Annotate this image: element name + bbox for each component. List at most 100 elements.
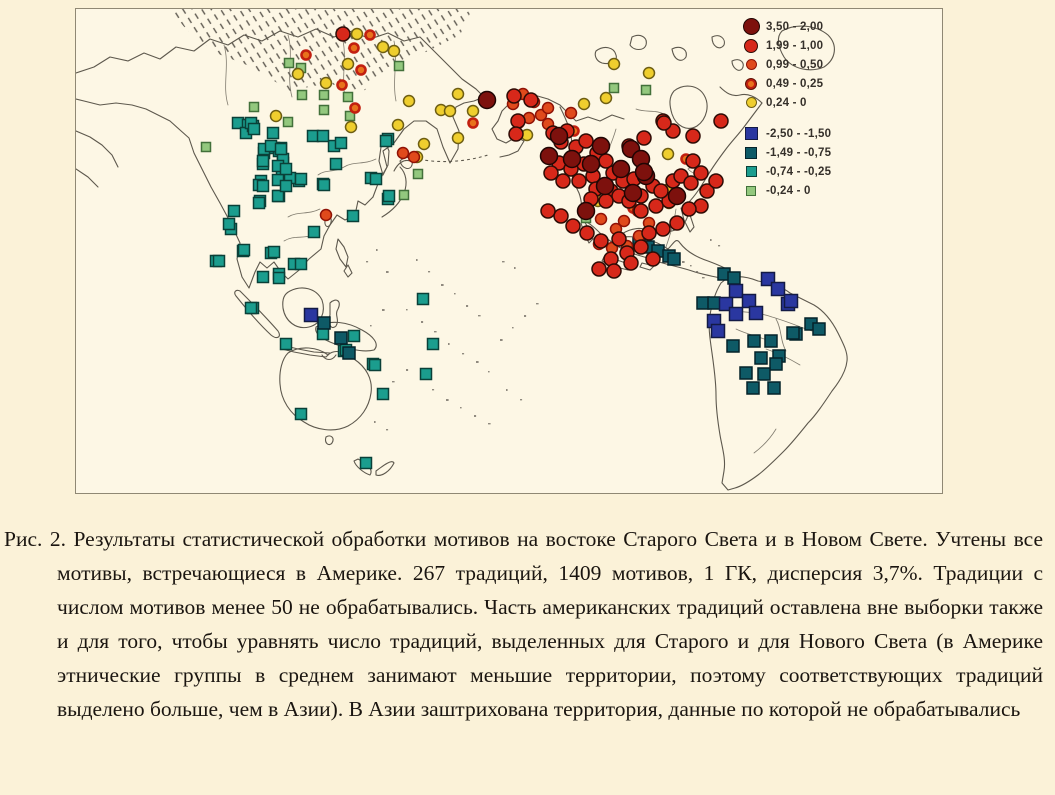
map-point-c5 (269, 109, 283, 123)
legend-row-s4: -0,24 - 0 (736, 181, 831, 200)
map-point-c5 (466, 104, 480, 118)
map-point-c2 (579, 225, 595, 241)
island-speck (370, 325, 372, 327)
legend-label: 0,99 - 0,50 (766, 58, 824, 71)
island-speck (421, 321, 424, 323)
island-speck (462, 353, 465, 355)
map-point-s3 (256, 154, 270, 168)
map-point-c2 (648, 198, 664, 214)
map-point-s3 (222, 217, 236, 231)
island-speck (682, 261, 685, 263)
map-point-s2 (786, 326, 800, 340)
map-point-s1 (728, 306, 744, 322)
map-point-s3 (382, 189, 396, 203)
map-point-c2 (510, 113, 526, 129)
map-point-c2 (681, 201, 697, 217)
legend-row-c5: 0,24 - 0 (736, 93, 831, 112)
map-point-c2 (565, 218, 581, 234)
island-speck (514, 267, 516, 269)
map-point-s2 (769, 357, 783, 371)
map-point-s3 (416, 292, 430, 306)
map-point-c2 (591, 261, 607, 277)
map-point-s1 (783, 293, 799, 309)
map-point-c2 (693, 165, 709, 181)
legend-row-c2: 1,99 - 1,00 (736, 36, 831, 55)
map-point-s2 (767, 381, 781, 395)
legend-circle-swatch-c3 (736, 59, 766, 70)
map-point-c1 (477, 90, 497, 110)
map-point-c2 (713, 113, 729, 129)
map-point-c4 (364, 29, 376, 41)
island-speck (448, 343, 450, 345)
map-point-c5 (607, 57, 621, 71)
map-point-s3 (316, 327, 330, 341)
map-point-s4 (398, 189, 410, 201)
legend-circle-swatch-c2 (736, 38, 766, 53)
map-point-c2 (571, 173, 587, 189)
figure-caption: Рис. 2. Результаты статистической обрабо… (0, 522, 1047, 726)
map-point-c2 (611, 231, 627, 247)
map-point-c1 (623, 183, 643, 203)
map-point-s2 (667, 252, 681, 266)
map-point-s3 (252, 196, 266, 210)
map-point-c5 (577, 97, 591, 111)
map-point-c2 (553, 208, 569, 224)
map-point-s2 (707, 296, 721, 310)
map-point-s3 (379, 134, 393, 148)
map-point-s1 (748, 305, 764, 321)
legend-circle-swatch-c1 (736, 18, 766, 35)
island-speck (382, 309, 385, 311)
island-speck (392, 381, 395, 383)
figure-caption-label: Рис. 2. (4, 526, 66, 551)
legend-row-s1: -2,50 - -1,50 (736, 124, 831, 143)
map-point-c3 (396, 146, 410, 160)
map-point-c5 (443, 104, 457, 118)
legend-row-c3: 0,99 - 0,50 (736, 55, 831, 74)
map-point-s3 (346, 209, 360, 223)
map-point-c5 (341, 57, 355, 71)
map-point-s2 (696, 296, 710, 310)
map-point-c4 (355, 64, 367, 76)
legend-square-swatch-s2 (736, 146, 766, 159)
map-point-c4 (348, 42, 360, 54)
map-panel: 3,50 - 2,00 1,99 - 1,00 0,99 - 0,50 0,49 - … (75, 8, 943, 494)
island-speck (406, 309, 408, 311)
map-point-c2 (523, 92, 539, 108)
map-point-c1 (562, 149, 582, 169)
map-point-c2 (685, 153, 701, 169)
map-point-s3 (359, 456, 373, 470)
map-point-s1 (303, 307, 319, 323)
legend-label: 3,50 - 2,00 (766, 20, 824, 33)
map-point-c5 (642, 66, 656, 80)
map-point-c2 (633, 239, 649, 255)
island-speck (434, 331, 437, 333)
map-point-s2 (764, 334, 778, 348)
map-point-c2 (598, 193, 614, 209)
island-speck (502, 261, 505, 263)
map-point-s3 (272, 271, 286, 285)
map-point-c2 (683, 175, 699, 191)
island-speck (466, 305, 469, 307)
island-speck (524, 315, 527, 317)
map-point-c5 (599, 91, 613, 105)
map-point-s3 (279, 179, 293, 193)
map-point-c1 (539, 146, 559, 166)
map-point-c2 (633, 203, 649, 219)
map-point-c2 (653, 183, 669, 199)
legend-label: 1,99 - 1,00 (766, 39, 824, 52)
map-point-c2 (655, 221, 671, 237)
map-point-c3 (319, 208, 333, 222)
island-speck (710, 239, 712, 241)
legend-label: 0,49 - 0,25 (766, 77, 824, 90)
map-point-s2 (754, 351, 768, 365)
island-speck (718, 245, 721, 247)
hatched-region (168, 9, 472, 93)
map-point-c3 (564, 106, 578, 120)
map-point-s2 (746, 381, 760, 395)
legend-square-swatch-s3 (736, 166, 766, 177)
legend-label: -2,50 - -1,50 (766, 127, 832, 140)
island-speck (476, 361, 479, 363)
island-speck (512, 327, 514, 329)
map-point-c5 (387, 44, 401, 58)
